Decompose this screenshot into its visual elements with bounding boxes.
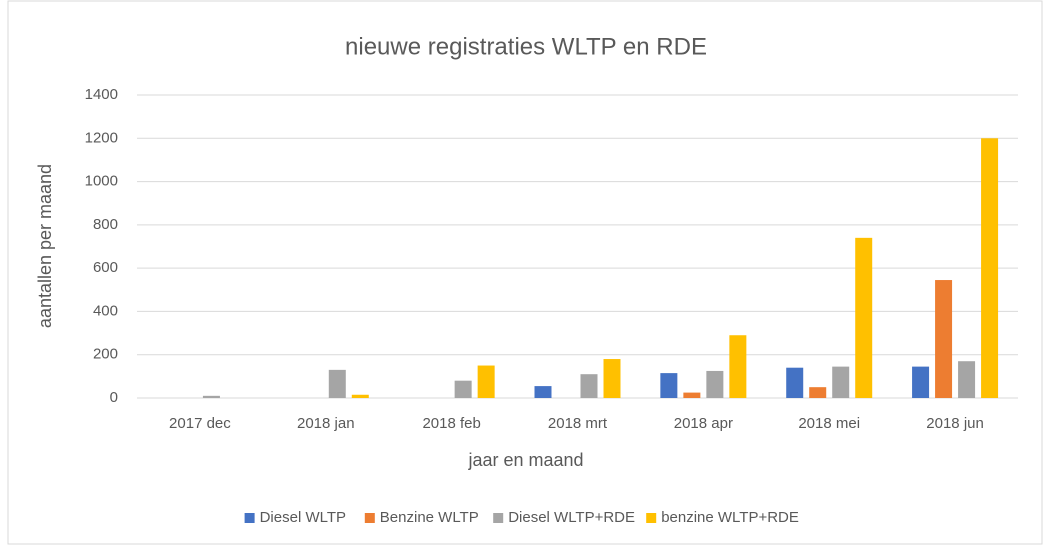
x-tick-label: 2017 dec xyxy=(169,415,231,432)
bar xyxy=(454,380,472,398)
y-tick-label: 1200 xyxy=(85,129,118,146)
y-axis-label: aantallen per maand xyxy=(35,164,55,328)
y-tick-label: 400 xyxy=(93,302,118,319)
x-tick-label: 2018 mei xyxy=(798,415,860,432)
bar xyxy=(809,387,827,398)
bar xyxy=(603,359,621,398)
bar xyxy=(660,373,678,398)
legend-swatch xyxy=(364,513,375,523)
legend-label: Diesel WLTP+RDE xyxy=(508,509,635,526)
bar xyxy=(786,367,804,398)
bar xyxy=(351,394,369,398)
bar xyxy=(534,386,552,398)
bar xyxy=(729,335,747,398)
bar xyxy=(328,369,346,398)
y-tick-label: 600 xyxy=(93,259,118,276)
y-tick-label: 1000 xyxy=(85,173,118,190)
bar xyxy=(958,361,976,398)
x-tick-label: 2018 mrt xyxy=(548,415,608,432)
x-tick-label: 2018 apr xyxy=(674,415,733,432)
x-tick-label: 2018 jun xyxy=(926,415,984,432)
legend-swatch xyxy=(646,513,657,523)
legend-swatch xyxy=(244,513,255,523)
bar xyxy=(981,138,999,399)
bar xyxy=(477,365,495,398)
bar xyxy=(935,280,953,398)
legend-label: Benzine WLTP xyxy=(380,509,479,526)
y-tick-label: 200 xyxy=(93,346,118,363)
legend-swatch xyxy=(493,513,504,523)
bar xyxy=(855,237,873,398)
chart-title: nieuwe registraties WLTP en RDE xyxy=(345,33,707,60)
bar xyxy=(706,370,724,398)
y-tick-label: 0 xyxy=(110,389,118,406)
x-axis-label: jaar en maand xyxy=(467,450,583,470)
legend-label: benzine WLTP+RDE xyxy=(661,509,799,526)
bar xyxy=(202,395,220,398)
bar xyxy=(832,366,850,398)
bar xyxy=(580,374,598,398)
x-tick-label: 2018 feb xyxy=(422,415,480,432)
x-tick-label: 2018 jan xyxy=(297,415,355,432)
legend-label: Diesel WLTP xyxy=(260,509,346,526)
bar xyxy=(683,392,701,398)
y-tick-label: 800 xyxy=(93,216,118,233)
y-tick-label: 1400 xyxy=(85,86,118,103)
bar xyxy=(912,366,930,398)
